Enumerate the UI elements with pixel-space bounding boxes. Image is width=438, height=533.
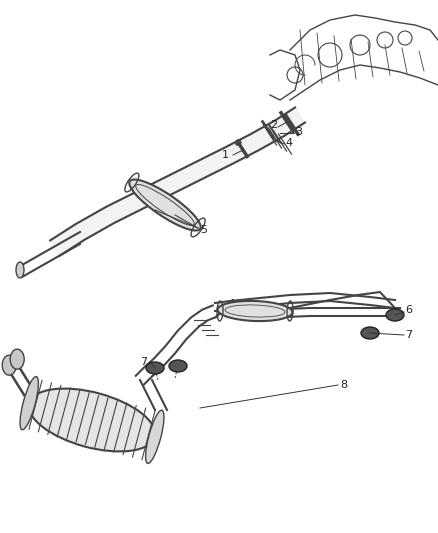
Text: 3: 3 — [295, 127, 302, 137]
Ellipse shape — [146, 362, 164, 374]
Ellipse shape — [386, 309, 404, 321]
Ellipse shape — [145, 410, 164, 463]
Ellipse shape — [2, 355, 16, 375]
Ellipse shape — [20, 377, 39, 430]
Ellipse shape — [361, 327, 379, 339]
Ellipse shape — [129, 180, 201, 231]
Text: 2: 2 — [270, 120, 277, 130]
Circle shape — [235, 140, 241, 146]
Text: 7: 7 — [405, 330, 412, 340]
Text: 6: 6 — [405, 305, 412, 315]
Ellipse shape — [10, 349, 24, 369]
Ellipse shape — [16, 262, 24, 278]
Text: 7: 7 — [140, 357, 147, 367]
Ellipse shape — [218, 301, 293, 321]
Text: 4: 4 — [285, 138, 292, 148]
Polygon shape — [50, 108, 305, 256]
Text: 5: 5 — [200, 225, 207, 235]
Ellipse shape — [169, 360, 187, 372]
Text: 8: 8 — [340, 380, 347, 390]
Ellipse shape — [29, 389, 155, 451]
Text: 1: 1 — [222, 150, 229, 160]
